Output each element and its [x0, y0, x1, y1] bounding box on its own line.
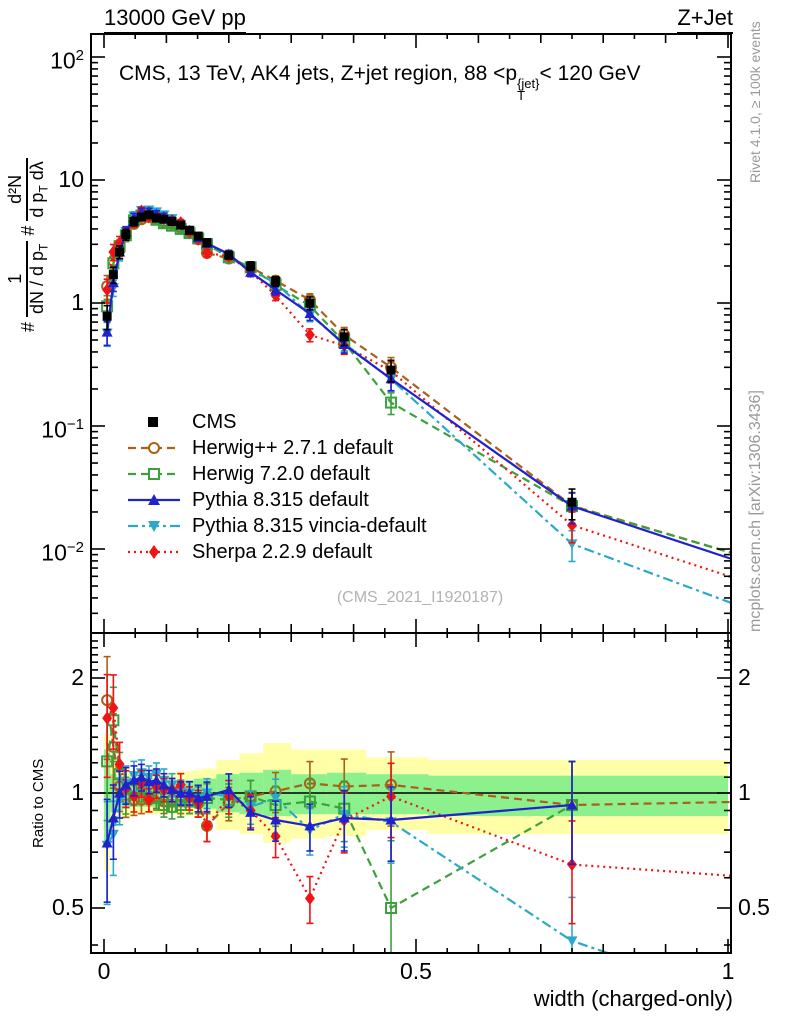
tick-label: 0	[97, 958, 111, 984]
panel-title: CMS, 13 TeV, AK4 jets, Z+jet region, 88 …	[119, 62, 641, 102]
cms-marker-icon	[148, 417, 158, 427]
tick-label: 10	[58, 166, 84, 192]
x-axis-label: width (charged-only)	[533, 986, 733, 1011]
panel-title-text-end: < 120 GeV	[539, 62, 641, 85]
series-cms	[102, 210, 577, 521]
legend-label: Sherpa 2.2.9 default	[192, 540, 373, 563]
main-panel-series	[101, 204, 731, 605]
legend-item-pythia: Pythia 8.315 default	[126, 487, 427, 513]
legend-label: Pythia 8.315 default	[192, 488, 369, 511]
tick-label: 0.5	[738, 894, 770, 920]
legend-item-cms: CMS	[126, 409, 427, 435]
process-title: Z+Jet	[677, 5, 733, 34]
herwig7-line-marker-icon	[128, 468, 180, 480]
beam-energy-title: 13000 GeV pp	[104, 5, 246, 34]
tick-label: 1	[721, 958, 735, 984]
tick-label: 1	[71, 779, 84, 805]
series-herwig-7-2-0-default	[101, 686, 578, 953]
tick-label: 0.5	[400, 958, 432, 984]
tick-label: 10−1	[41, 416, 84, 443]
legend-item-sherpa: Sherpa 2.2.9 default	[126, 539, 427, 565]
axes-frames-and-ticks	[90, 33, 732, 954]
legend-item-herwigpp: Herwig++ 2.7.1 default	[126, 435, 427, 461]
legend-label: CMS	[192, 410, 237, 433]
tick-label: 2	[71, 664, 84, 690]
mcplots-credit: mcplots.cern.ch [arXiv:1306.3436]	[747, 390, 764, 632]
pythia-line-marker-icon	[128, 494, 180, 505]
herwigpp-line-marker-icon	[128, 442, 180, 454]
legend: CMS Herwig++ 2.7.1 default Herwig 7.2.0 …	[126, 409, 427, 565]
pt-sub: T	[517, 88, 526, 103]
analysis-watermark: (CMS_2021_I1920187)	[336, 589, 504, 606]
tick-label: 1	[738, 779, 751, 805]
ratio-panel-series	[101, 655, 731, 953]
tick-label: 1	[71, 289, 84, 315]
hash-symbol: #	[17, 225, 38, 236]
tick-label: 0.5	[52, 894, 84, 920]
legend-label: Herwig++ 2.7.1 default	[192, 436, 394, 459]
sherpa-line-marker-icon	[128, 545, 180, 559]
tick-label: 102	[50, 47, 84, 74]
legend-label: Pythia 8.315 vincia-default	[192, 514, 427, 537]
rivet-version-credit: Rivet 4.1.0, ≥ 100k events	[747, 21, 763, 183]
tick-label: 2	[738, 664, 751, 690]
vincia-line-marker-icon	[128, 521, 180, 532]
legend-item-vincia: Pythia 8.315 vincia-default	[126, 513, 427, 539]
panel-title-text: CMS, 13 TeV, AK4 jets, Z+jet region, 88 …	[119, 62, 518, 85]
legend-label: Herwig 7.2.0 default	[192, 462, 370, 485]
series-pythia-8-315-default	[101, 760, 578, 903]
tick-label: 10−2	[41, 539, 84, 566]
pt-supsub: {jet} T	[517, 76, 540, 103]
hash-symbol: #	[17, 321, 38, 332]
pt-sup: {jet}	[517, 76, 540, 91]
legend-item-herwig7: Herwig 7.2.0 default	[126, 461, 427, 487]
